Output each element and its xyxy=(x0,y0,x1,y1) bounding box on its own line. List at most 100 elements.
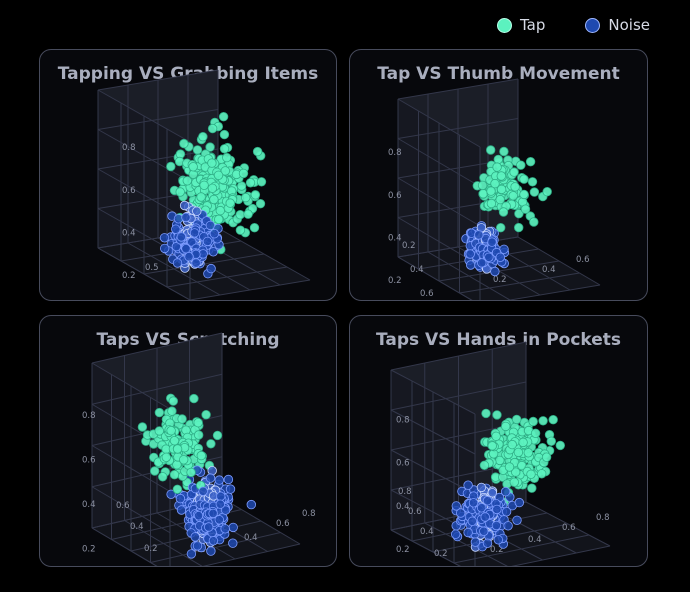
scatter-plot-4[interactable]: 0.20.40.60.80.20.40.60.80.20.40.60.8 xyxy=(350,316,648,567)
grid-line xyxy=(517,236,601,286)
tap-point xyxy=(225,198,235,208)
z-tick-label: 0.8 xyxy=(82,411,96,421)
tap-point xyxy=(510,182,520,192)
z-tick-label: 0.8 xyxy=(122,143,136,153)
noise-point xyxy=(223,474,234,485)
noise-point xyxy=(189,228,200,238)
scatter-plot-3[interactable]: 0.20.40.60.80.20.40.60.20.40.60.8 xyxy=(40,316,337,567)
noise-point xyxy=(193,510,204,521)
noise-point xyxy=(228,538,238,548)
floor-tick-label: 0.6 xyxy=(408,507,422,517)
chart-title: Tap VS Thumb Movement xyxy=(377,64,620,84)
tap-point xyxy=(479,460,490,471)
tap-point xyxy=(209,194,219,205)
tap-point xyxy=(481,408,491,419)
tap-point xyxy=(219,144,230,154)
floor-tick-label: 0.6 xyxy=(116,501,130,511)
z-tick-label: 0.6 xyxy=(396,459,410,469)
noise-point xyxy=(491,520,502,531)
legend-item-noise[interactable]: Noise xyxy=(585,16,650,34)
tap-point xyxy=(487,441,498,451)
tap-point xyxy=(528,416,538,427)
tap-point xyxy=(538,416,548,426)
floor-tick-label: 0.4 xyxy=(410,265,424,275)
noise-point xyxy=(214,515,225,525)
legend: Tap Noise xyxy=(496,16,650,34)
noise-point xyxy=(205,473,216,483)
tap-point xyxy=(172,484,183,495)
tap-point xyxy=(154,407,165,418)
chart-panel-1: Tapping VS Grabbing Items 0.2 0.4 0.6 0.8 0.… xyxy=(39,49,337,301)
z-tick-label: 0.6 xyxy=(82,455,96,465)
tap-point xyxy=(496,171,507,181)
tap-point xyxy=(137,422,148,432)
noise-point xyxy=(490,266,500,277)
noise-point xyxy=(463,527,473,538)
scatter-plot-1[interactable]: 0.2 0.4 0.6 0.8 0.5 xyxy=(40,50,337,301)
tap-point xyxy=(240,192,251,203)
noise-point xyxy=(176,505,187,515)
legend-tap-swatch xyxy=(496,17,512,33)
tap-point xyxy=(215,205,226,216)
grid-line xyxy=(397,78,519,100)
grid-line xyxy=(97,109,219,130)
z-tick-label: 0.4 xyxy=(82,500,96,510)
tap-point xyxy=(527,483,537,493)
tap-point xyxy=(478,188,488,199)
noise-point xyxy=(487,488,498,498)
noise-point xyxy=(246,499,257,510)
chart-panel-2: Tap VS Thumb Movement 0.2 0.4 0.6 0.8 0.2 0.4… xyxy=(349,49,648,301)
chart-title: Taps VS Scratching xyxy=(96,330,280,350)
noise-point xyxy=(479,526,489,537)
tap-point xyxy=(169,469,180,480)
floor-tick-label: 0.8 xyxy=(398,487,412,497)
tap-point xyxy=(166,425,176,436)
tap-point xyxy=(166,161,176,172)
tap-point xyxy=(178,455,189,465)
tap-point xyxy=(169,435,180,446)
noise-point xyxy=(175,493,186,504)
floor-tick-label: 0.8 xyxy=(596,513,610,523)
z-tick-label: 0.2 xyxy=(388,276,402,286)
tap-point xyxy=(235,209,245,220)
tap-point xyxy=(495,222,506,233)
floor-plane xyxy=(398,237,600,300)
scatter-plot-2[interactable]: 0.20.40.60.80.20.40.60.20.40.6 xyxy=(350,50,648,301)
grid-line xyxy=(397,138,481,187)
tap-point xyxy=(511,414,522,425)
grid-line xyxy=(91,362,171,410)
tap-point xyxy=(222,152,232,163)
z-tick-label: 0.6 xyxy=(122,186,136,196)
tap-point xyxy=(485,145,496,155)
noise-point xyxy=(203,522,214,532)
tap-point xyxy=(509,477,520,488)
floor-tick-label: 0.2 xyxy=(402,241,416,251)
tap-point xyxy=(492,162,502,172)
z-tick-label: 0.4 xyxy=(396,502,410,512)
tap-point xyxy=(161,452,172,463)
grid-line xyxy=(390,341,527,371)
tap-point xyxy=(527,177,538,187)
legend-item-tap[interactable]: Tap xyxy=(496,16,545,34)
noise-point xyxy=(198,486,208,497)
z-tick-label: 0.8 xyxy=(396,415,410,425)
floor-tick-label: 0.5 xyxy=(145,263,159,273)
tap-point xyxy=(555,440,566,451)
tap-point xyxy=(518,437,528,448)
floor-tick-label: 0.2 xyxy=(144,544,158,554)
tap-point xyxy=(486,198,497,209)
tap-point xyxy=(172,444,183,454)
tap-point xyxy=(548,414,558,425)
grid-line xyxy=(97,129,191,182)
tap-point xyxy=(499,146,509,157)
noise-point xyxy=(179,200,190,211)
noise-point xyxy=(492,504,502,515)
tap-point xyxy=(525,156,536,167)
tap-point xyxy=(510,467,521,477)
noise-point xyxy=(495,252,506,263)
noise-point xyxy=(220,524,230,534)
noise-point xyxy=(514,497,525,508)
z-tick-label: 0.2 xyxy=(396,545,410,555)
floor-tick-label: 0.6 xyxy=(576,255,590,265)
noise-point xyxy=(228,522,238,533)
